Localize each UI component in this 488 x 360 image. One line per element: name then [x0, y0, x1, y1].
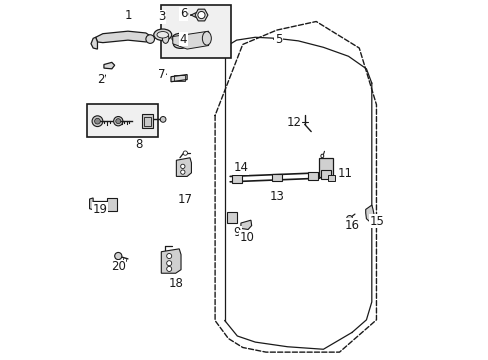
Circle shape — [145, 35, 154, 43]
Bar — [319, 158, 332, 177]
Text: 7: 7 — [157, 68, 165, 81]
Bar — [307, 172, 317, 180]
Polygon shape — [171, 75, 187, 82]
Ellipse shape — [162, 33, 168, 43]
Text: 20: 20 — [111, 260, 125, 273]
Bar — [232, 175, 242, 183]
Text: 13: 13 — [269, 190, 284, 203]
Text: 16: 16 — [344, 219, 359, 232]
Circle shape — [180, 164, 184, 168]
Bar — [144, 117, 151, 126]
Polygon shape — [104, 62, 115, 69]
Polygon shape — [241, 220, 251, 229]
Circle shape — [160, 117, 165, 122]
Bar — [86, 104, 158, 137]
Text: 17: 17 — [178, 193, 192, 206]
Ellipse shape — [173, 41, 187, 48]
Circle shape — [198, 12, 204, 19]
Text: 1: 1 — [124, 9, 131, 22]
Text: 15: 15 — [369, 215, 384, 228]
Ellipse shape — [153, 29, 171, 41]
Text: 10: 10 — [240, 231, 254, 244]
Ellipse shape — [320, 154, 323, 158]
Polygon shape — [195, 9, 207, 21]
Text: 5: 5 — [274, 32, 282, 46]
Bar — [142, 114, 153, 129]
Circle shape — [116, 119, 121, 124]
Circle shape — [115, 252, 122, 260]
Text: 11: 11 — [337, 167, 352, 180]
Circle shape — [180, 170, 184, 174]
Bar — [174, 75, 184, 81]
Polygon shape — [176, 158, 191, 176]
Ellipse shape — [157, 32, 168, 38]
Ellipse shape — [202, 32, 211, 45]
Text: 19: 19 — [93, 203, 108, 216]
Bar — [161, 5, 231, 58]
Circle shape — [166, 266, 171, 271]
Text: 6: 6 — [180, 8, 187, 21]
Bar — [106, 198, 117, 211]
Text: 2: 2 — [97, 73, 104, 86]
Bar — [328, 175, 334, 181]
Ellipse shape — [172, 33, 189, 43]
Circle shape — [94, 118, 100, 124]
Bar — [271, 174, 281, 181]
Polygon shape — [96, 31, 151, 42]
Circle shape — [183, 151, 187, 155]
Text: 8: 8 — [135, 138, 142, 151]
Polygon shape — [161, 249, 181, 273]
Text: 9: 9 — [233, 226, 241, 239]
Polygon shape — [365, 205, 373, 221]
Circle shape — [346, 216, 352, 221]
Circle shape — [166, 253, 171, 258]
Polygon shape — [91, 37, 97, 49]
Text: 12: 12 — [286, 116, 301, 129]
Polygon shape — [172, 31, 208, 49]
Text: 18: 18 — [168, 278, 183, 291]
Circle shape — [166, 261, 171, 266]
Bar — [320, 170, 330, 179]
Bar — [226, 212, 237, 223]
Text: 4: 4 — [180, 32, 187, 46]
Circle shape — [92, 116, 102, 127]
Circle shape — [113, 117, 122, 126]
Polygon shape — [89, 198, 93, 210]
Text: 3: 3 — [158, 10, 165, 23]
Text: 14: 14 — [233, 161, 248, 174]
